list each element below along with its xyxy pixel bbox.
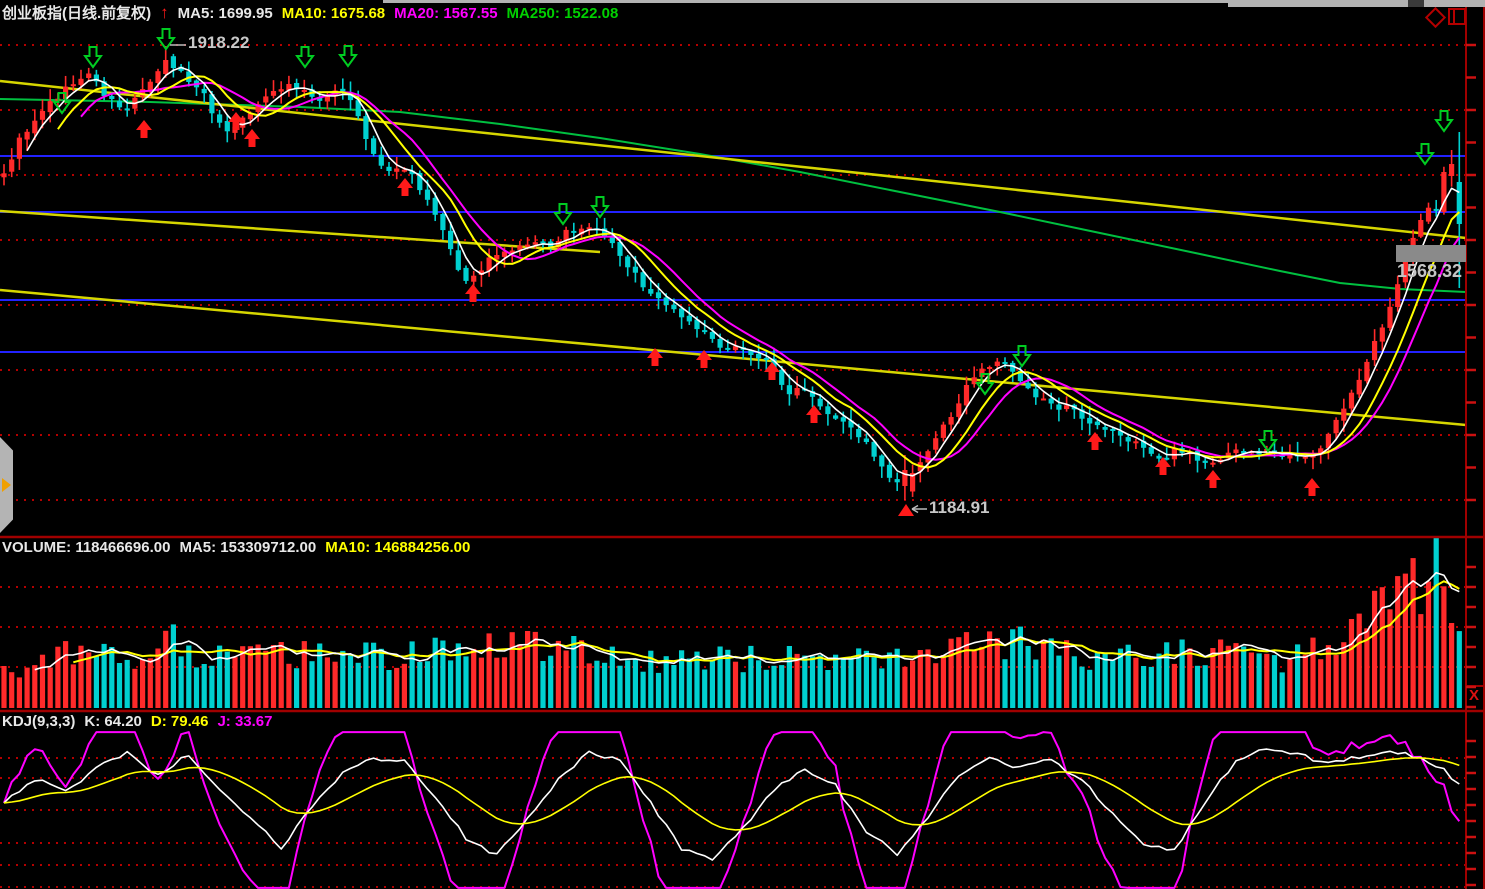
period-low-label: 1184.91 bbox=[929, 498, 990, 517]
volume-value: VOLUME: 118466696.00 bbox=[2, 539, 171, 556]
volume-ma5-legend: MA5: 153309712.00 bbox=[179, 539, 317, 556]
main-pane-header: 创业板指(日线.前复权) ↑ MA5: 1699.95 MA10: 1675.68 MA… bbox=[2, 2, 627, 23]
split-window-icon[interactable] bbox=[1448, 8, 1466, 25]
kdj-d-value: D: 79.46 bbox=[150, 713, 209, 730]
ma5-legend: MA5: 1699.95 bbox=[177, 5, 273, 22]
close-indicator-button[interactable]: X bbox=[1469, 687, 1480, 704]
trend-up-arrow-icon: ↑ bbox=[160, 3, 169, 22]
ma20-legend: MA20: 1567.55 bbox=[394, 5, 498, 22]
window-top-edge-notch bbox=[1408, 0, 1424, 7]
expand-arrow-icon bbox=[2, 478, 11, 492]
volume-pane-header: VOLUME: 118466696.00 MA5: 153309712.00 MA1… bbox=[2, 539, 479, 556]
kdj-pane-header: KDJ(9,3,3) K: 64.20 D: 79.46 J: 33.67 bbox=[2, 713, 282, 730]
kdj-title: KDJ(9,3,3) bbox=[2, 713, 76, 730]
instrument-title: 创业板指(日线.前复权) bbox=[2, 5, 152, 22]
ma10-legend: MA10: 1675.68 bbox=[281, 5, 386, 22]
last-price-highlight-box bbox=[1396, 245, 1466, 262]
window-top-edge-right bbox=[1228, 0, 1485, 7]
kdj-j-value: J: 33.67 bbox=[217, 713, 273, 730]
split-window-icon-divider bbox=[1453, 10, 1455, 23]
sidebar-expand-handle[interactable] bbox=[0, 437, 13, 533]
kdj-k-value: K: 64.20 bbox=[84, 713, 142, 730]
volume-ma10-legend: MA10: 146884256.00 bbox=[325, 539, 471, 556]
ma250-legend: MA250: 1522.08 bbox=[506, 5, 619, 22]
last-price-label: 1568.32 bbox=[1397, 261, 1463, 281]
period-high-label: 1918.22 bbox=[188, 33, 250, 52]
window-top-edge bbox=[383, 0, 1228, 3]
